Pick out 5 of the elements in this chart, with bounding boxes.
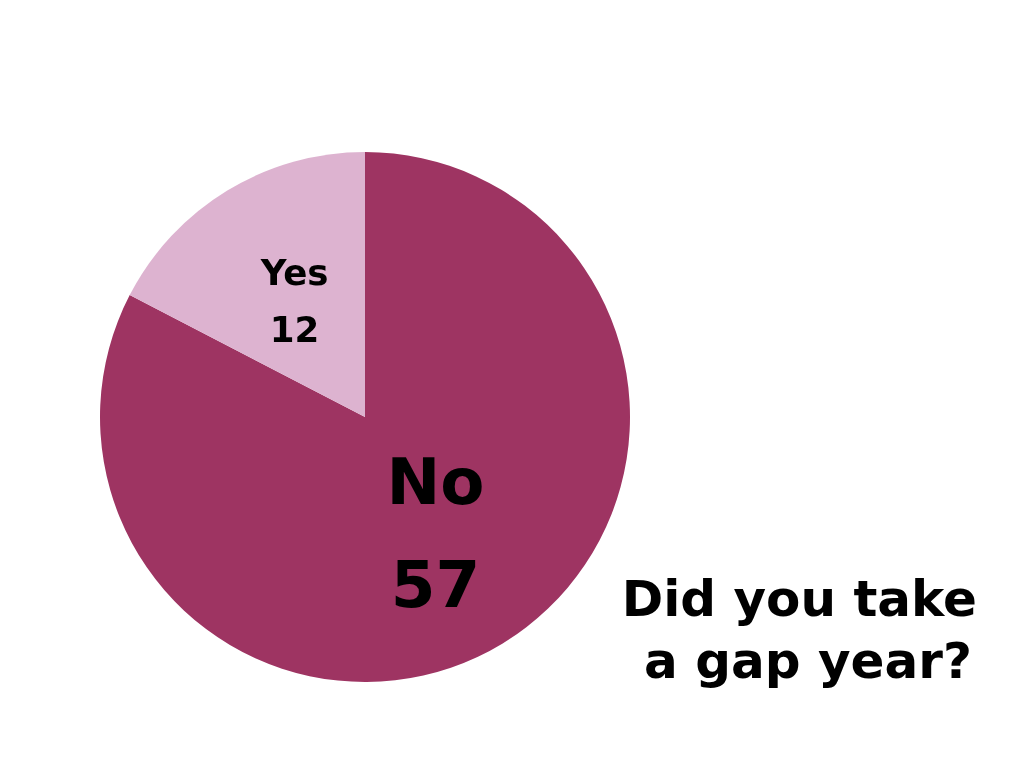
data-label: 57 bbox=[390, 546, 481, 622]
slice-label: No bbox=[386, 443, 485, 519]
text: Did you take a gap year? bbox=[621, 570, 995, 690]
data-label: 12 bbox=[269, 309, 320, 351]
slice-label: Yes bbox=[259, 252, 329, 294]
